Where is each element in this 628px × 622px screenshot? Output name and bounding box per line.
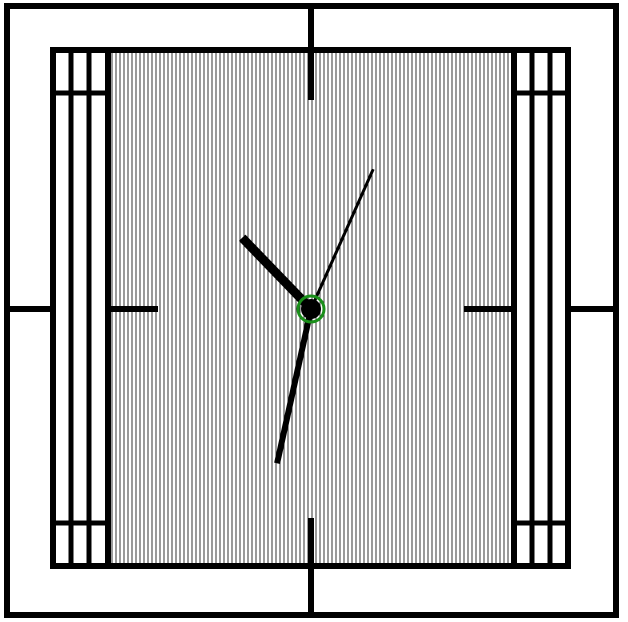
center-hub — [301, 299, 321, 319]
hour-hand-icon — [238, 234, 315, 313]
center-hub-ring — [296, 294, 326, 324]
minute-hand-icon — [274, 308, 314, 464]
striped-panel — [111, 50, 509, 566]
hour-markers — [7, 6, 616, 615]
second-hand-icon — [309, 168, 375, 310]
right-side-bars — [511, 50, 568, 566]
